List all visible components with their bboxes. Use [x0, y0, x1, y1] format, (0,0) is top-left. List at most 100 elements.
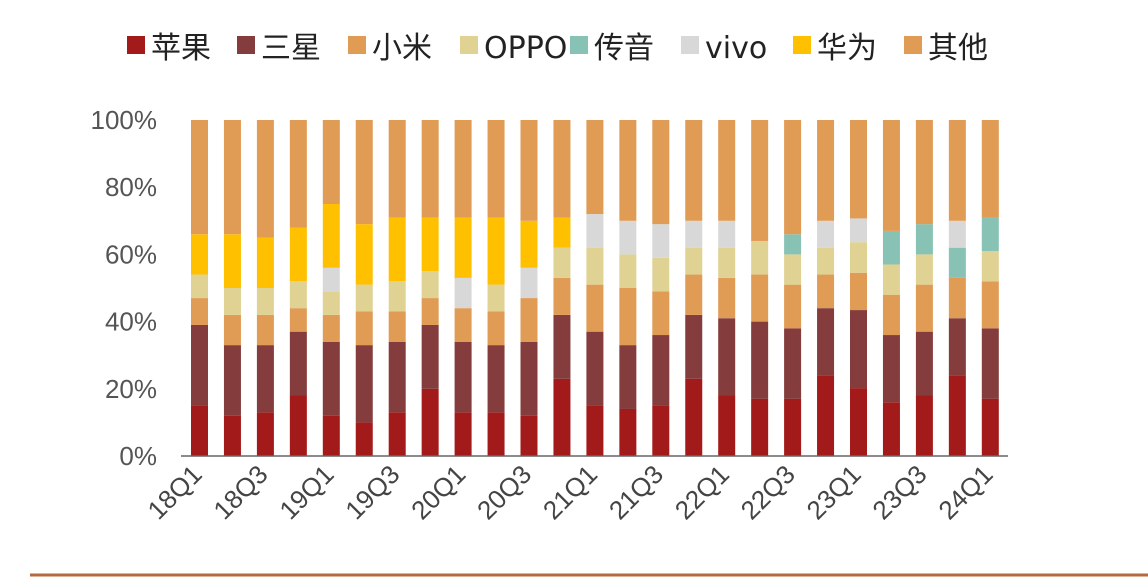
- bar-segment: [289, 395, 307, 456]
- bar-segment: [553, 120, 571, 218]
- bar-segment: [619, 254, 637, 288]
- bar-segment: [322, 120, 340, 204]
- bar-segment: [454, 217, 472, 278]
- bar-segment: [223, 120, 241, 235]
- bar-segment: [652, 120, 670, 225]
- bar-segment: [784, 234, 802, 255]
- bar-segment: [520, 267, 538, 299]
- bar-segment: [685, 220, 703, 248]
- bar-segment: [685, 314, 703, 379]
- bar-segment: [751, 120, 769, 241]
- bar-segment: [652, 405, 670, 456]
- bar-segment: [915, 254, 933, 285]
- bar-segment: [223, 415, 241, 456]
- legend-label: 华为: [817, 31, 877, 66]
- bar-segment: [784, 284, 802, 329]
- bar-segment: [784, 398, 802, 456]
- bar-segment: [586, 405, 604, 456]
- bar-segment: [784, 254, 802, 285]
- y-tick-label: 100%: [91, 105, 158, 135]
- bar-segment: [520, 341, 538, 416]
- bar-segment: [619, 288, 637, 346]
- bar-segment: [685, 120, 703, 221]
- bar-segment: [355, 345, 373, 423]
- bar-segment: [652, 257, 670, 292]
- bar-segment: [718, 395, 736, 456]
- bar-segment: [850, 388, 867, 456]
- x-tick-label: 23Q1: [801, 459, 867, 525]
- x-tick-label: 24Q1: [932, 459, 998, 525]
- x-tick-label: 20Q1: [405, 459, 471, 525]
- bar-segment: [553, 314, 571, 379]
- bar-segment: [751, 274, 769, 322]
- bar-segment: [487, 311, 505, 346]
- bar-segment: [685, 247, 703, 275]
- bar-segment: [487, 120, 505, 218]
- bar-segment: [948, 220, 966, 248]
- x-tick-label: 22Q3: [735, 459, 801, 525]
- bar-segment: [981, 251, 999, 282]
- bar-segment: [191, 274, 208, 299]
- y-tick-label: 0%: [119, 441, 157, 471]
- bar-segment: [289, 308, 307, 332]
- bar-segment: [520, 298, 538, 342]
- legend-label: 传音: [594, 31, 654, 66]
- bar-segment: [388, 311, 406, 342]
- bar-segment: [817, 220, 835, 248]
- bar-segment: [454, 308, 472, 342]
- bar-segment: [322, 415, 340, 456]
- legend-swatch: [793, 36, 811, 54]
- bar-segment: [586, 331, 604, 406]
- bar-segment: [850, 120, 867, 219]
- bar-segment: [718, 220, 736, 248]
- bar-segment: [256, 412, 274, 456]
- bar-segment: [915, 395, 933, 456]
- bar-segment: [718, 277, 736, 319]
- bar-segment: [256, 314, 274, 346]
- bar-segment: [850, 272, 867, 311]
- bar-segment: [553, 217, 571, 248]
- x-tick-label: 23Q3: [866, 459, 932, 525]
- bar-segment: [256, 288, 274, 315]
- x-tick-label: 18Q3: [207, 459, 273, 525]
- bar-segment: [553, 277, 571, 315]
- bar-segment: [685, 378, 703, 456]
- bar-segment: [289, 227, 307, 282]
- y-tick-label: 20%: [105, 374, 157, 404]
- bar-segment: [256, 120, 274, 238]
- bar-segment: [421, 324, 439, 389]
- bar-segment: [619, 408, 637, 456]
- bar-segment: [355, 224, 373, 285]
- bar-segment: [882, 264, 900, 295]
- bar-segment: [454, 412, 472, 456]
- bar-segment: [850, 242, 867, 273]
- bar-segment: [388, 281, 406, 312]
- bar-segment: [981, 398, 999, 456]
- bar-segment: [289, 331, 307, 396]
- legend-swatch: [348, 36, 366, 54]
- bar-segment: [355, 311, 373, 346]
- bar-segment: [586, 120, 604, 215]
- legend-swatch: [127, 36, 145, 54]
- bar-segment: [817, 375, 835, 456]
- bar-segment: [388, 217, 406, 282]
- bar-segment: [981, 217, 999, 252]
- bar-segment: [718, 318, 736, 396]
- bar-segment: [421, 217, 439, 272]
- bar-segment: [454, 341, 472, 413]
- legend-swatch: [904, 36, 922, 54]
- bar-segment: [256, 237, 274, 288]
- bar-segment: [191, 324, 208, 406]
- bar-segment: [388, 341, 406, 413]
- bar-segment: [652, 335, 670, 406]
- bar-segment: [751, 321, 769, 399]
- bar-segment: [487, 217, 505, 285]
- bar-segment: [915, 120, 933, 225]
- bar-segment: [751, 398, 769, 456]
- bar-segment: [191, 405, 208, 456]
- bar-segment: [421, 120, 439, 218]
- bar-segment: [718, 247, 736, 278]
- bar-segment: [948, 277, 966, 319]
- bar-segment: [322, 341, 340, 416]
